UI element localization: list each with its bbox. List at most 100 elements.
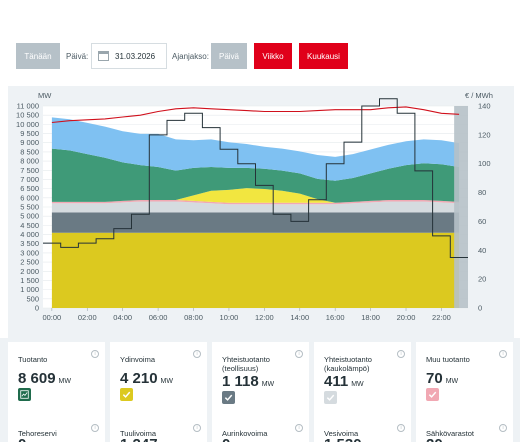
card-title: Tuotanto [18, 355, 48, 364]
info-icon[interactable]: i [295, 350, 303, 358]
card-row2-4: Vesivoima i 1 530 [314, 416, 411, 442]
card-value: 70 MW [426, 370, 459, 387]
day-label: Päivä: [66, 52, 89, 61]
x-tick-label: 18:00 [361, 313, 380, 322]
left-tick-label: 5 500 [20, 203, 39, 212]
left-tick-label: 2 000 [20, 267, 39, 276]
toolbar: Tänään Päivä: 31.03.2026 Ajanjakso: Päiv… [0, 38, 520, 78]
card-value: 8 609 MW [18, 370, 71, 387]
x-tick-label: 16:00 [326, 313, 345, 322]
card-title: Tehoreservi [18, 429, 57, 438]
left-tick-label: 1 500 [20, 276, 39, 285]
chart-icon[interactable] [18, 388, 31, 401]
card-value: 20 [426, 436, 443, 442]
info-icon[interactable]: i [91, 350, 99, 358]
period-week-button[interactable]: Viikko [254, 43, 292, 69]
check-icon[interactable] [426, 388, 439, 401]
area-other [51, 200, 460, 205]
chart-panel: 0 500 1 000 1 500 2 000 2 500 3 000 3 500 4 000 4… [8, 86, 514, 338]
left-tick-label: 3 000 [20, 248, 39, 257]
area-nuclear [51, 232, 460, 308]
left-tick-label: 8 500 [20, 147, 39, 156]
consumption-line [51, 106, 460, 124]
chart-lines [43, 98, 468, 258]
left-tick-label: 6 000 [20, 193, 39, 202]
area-solar [51, 188, 460, 203]
x-tick-label: 02:00 [78, 313, 97, 322]
check-icon[interactable] [324, 391, 337, 404]
left-axis-unit: MW [38, 91, 52, 100]
period-day-button[interactable]: Päivä [211, 43, 247, 69]
today-button[interactable]: Tänään [16, 43, 60, 69]
card-title: Yhteistuotanto (teollisuus) [222, 355, 270, 373]
info-icon[interactable]: i [397, 424, 405, 432]
card-title: Aurinkovoima [222, 429, 268, 438]
x-tick-label: 22:00 [432, 313, 451, 322]
area-wind [51, 117, 460, 181]
card-title: Yhteistuotanto (kaukolämpö) [324, 355, 372, 373]
summary-cards: Tuotanto i 8 609 MW Ydinvoima i 4 210 MW Yhteist… [0, 338, 520, 442]
left-tick-label: 500 [26, 294, 39, 303]
x-tick-label: 00:00 [42, 313, 61, 322]
card-title: Vesivoima [324, 429, 359, 438]
card-3: Yhteistuotanto (teollisuus) i 1 118 MW [212, 342, 309, 420]
info-icon[interactable]: i [295, 424, 303, 432]
card-value: 411 MW [324, 373, 364, 390]
check-icon[interactable] [222, 391, 235, 404]
left-tick-label: 8 000 [20, 157, 39, 166]
x-axis-ticks: 00:00 02:00 04:00 06:00 08:00 10:00 12:00 14:00… [42, 308, 451, 322]
left-tick-label: 4 000 [20, 230, 39, 239]
card-value: 1 530 [324, 436, 362, 442]
card-row2-1: Tehoreservi i 0 [8, 416, 105, 442]
info-icon[interactable]: i [193, 424, 201, 432]
card-title: Tuulivoima [120, 429, 156, 438]
info-icon[interactable]: i [91, 424, 99, 432]
left-tick-label: 2 500 [20, 258, 39, 267]
info-icon[interactable]: i [193, 350, 201, 358]
left-tick-label: 10 500 [16, 111, 39, 120]
x-tick-label: 20:00 [397, 313, 416, 322]
left-tick-label: 0 [35, 304, 39, 313]
period-label: Ajanjakso: [172, 52, 209, 61]
area-chp_industry [51, 212, 460, 233]
chart-areas [51, 106, 468, 308]
right-axis-ticks: 0 20 40 60 80 100 120 140 [478, 102, 491, 313]
card-value: 0 [18, 436, 26, 442]
right-tick-label: 20 [478, 275, 486, 284]
card-5: Muu tuotanto i 70 MW [416, 342, 513, 420]
card-4: Yhteistuotanto (kaukolämpö) i 411 MW [314, 342, 411, 420]
period-month-button[interactable]: Kuukausi [299, 43, 348, 69]
left-tick-label: 1 000 [20, 285, 39, 294]
area-chp_district [51, 201, 460, 213]
date-picker[interactable]: 31.03.2026 [91, 43, 167, 69]
left-tick-label: 9 500 [20, 129, 39, 138]
card-title: Ydinvoima [120, 355, 156, 364]
check-icon[interactable] [120, 388, 133, 401]
left-tick-label: 4 500 [20, 221, 39, 230]
x-tick-label: 10:00 [220, 313, 239, 322]
left-tick-label: 9 000 [20, 138, 39, 147]
card-title: Sähkövarastot [426, 429, 474, 438]
info-icon[interactable]: i [499, 350, 507, 358]
x-tick-label: 12:00 [255, 313, 274, 322]
x-tick-label: 08:00 [184, 313, 203, 322]
card-value: 4 210 MW [120, 370, 173, 387]
calendar-icon [98, 51, 109, 61]
right-tick-label: 80 [478, 188, 486, 197]
x-tick-label: 04:00 [113, 313, 132, 322]
right-tick-label: 60 [478, 217, 486, 226]
info-icon[interactable]: i [397, 350, 405, 358]
left-tick-label: 6 500 [20, 184, 39, 193]
card-1: Tuotanto i 8 609 MW [8, 342, 105, 420]
x-tick-label: 06:00 [149, 313, 168, 322]
card-title: Muu tuotanto [426, 355, 470, 364]
x-tick-label: 14:00 [290, 313, 309, 322]
card-2: Ydinvoima i 4 210 MW [110, 342, 207, 420]
right-tick-label: 120 [478, 130, 491, 139]
info-icon[interactable]: i [499, 424, 507, 432]
card-value: 1 118 MW [222, 373, 275, 390]
card-row2-5: Sähkövarastot i 20 [416, 416, 513, 442]
left-tick-label: 5 000 [20, 212, 39, 221]
